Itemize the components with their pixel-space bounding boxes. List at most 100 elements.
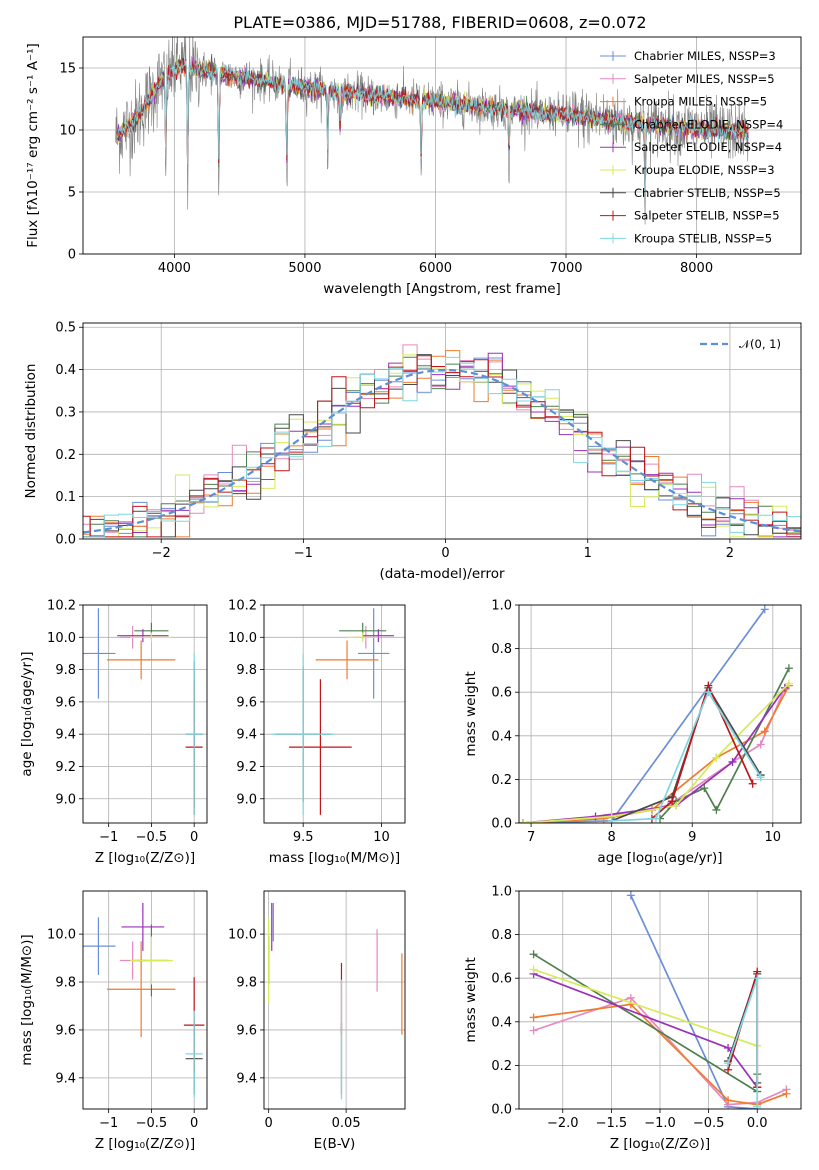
weight-marker	[607, 816, 616, 823]
y-tick-label: 1.0	[491, 599, 512, 614]
spectrum-model-line	[116, 53, 749, 184]
weight-marker	[760, 605, 769, 614]
y-tick-label: 5	[68, 186, 76, 201]
x-axis-label: wavelength [Angstrom, rest frame]	[323, 281, 561, 297]
figure-title: PLATE=0386, MJD=51788, FIBERID=0608, z=0…	[233, 13, 646, 32]
axes-frame	[263, 604, 406, 824]
legend-label: Kroupa ELODIE, NSSP=3	[634, 163, 775, 177]
panel-age-vs-z: −1 −0.5 0 9.0 9.2 9.4 9.6 9.8 10.0 10.2 Z [log₁₀(Z…	[19, 599, 208, 866]
spectrum-model-line	[116, 60, 749, 194]
y-tick-label: 0.0	[491, 1103, 512, 1118]
weight-marker	[712, 753, 721, 762]
legend-label: Chabrier STELIB, NSSP=5	[634, 186, 781, 200]
y-tick-label: 0.3	[55, 405, 76, 420]
y-tick-label: 10	[59, 124, 76, 139]
x-tick-label: 8000	[680, 261, 713, 276]
y-tick-label: 0.2	[55, 448, 76, 463]
y-tick-label: 0.2	[491, 773, 512, 788]
panel-weight-vs-z: −2.0 −1.5 −1.0 −0.5 0.0 0.0 0.2 0.4 0.6 0.8 1.0 Z […	[463, 885, 802, 1152]
weight-marker	[753, 1102, 762, 1109]
y-tick-label: 9.6	[55, 1023, 76, 1038]
weight-marker	[529, 950, 538, 959]
panel-age-vs-mass: 9.5 10 9.0 9.2 9.4 9.6 9.8 10.0 10.2 mass [log₁₀(…	[228, 599, 406, 866]
plot-area	[83, 605, 207, 823]
y-tick-label: 0	[68, 248, 76, 263]
y-tick-label: 9.2	[55, 760, 76, 775]
x-tick-label: 4000	[158, 261, 191, 276]
x-tick-label: 10	[765, 830, 782, 845]
x-tick-label: 0.0	[747, 1116, 768, 1131]
x-tick-label: 8	[608, 830, 616, 845]
x-tick-label: −2	[152, 546, 171, 561]
y-tick-label: 0.1	[55, 490, 76, 505]
weight-series-line	[522, 687, 786, 823]
weight-series-line	[522, 687, 786, 823]
x-tick-label: 1	[584, 546, 592, 561]
y-tick-label: 9.8	[55, 976, 76, 991]
residual-histogram	[83, 355, 801, 538]
x-axis-label: mass [log₁₀(M/M⊙)]	[269, 850, 400, 866]
x-axis-label: E(B-V)	[314, 1136, 356, 1152]
x-tick-label: 10	[373, 830, 390, 845]
x-axis-label: Z [log₁₀(Z/Z⊙)]	[610, 1136, 710, 1152]
weight-marker	[529, 1013, 538, 1022]
weight-marker	[760, 727, 769, 736]
y-tick-label: 0.5	[55, 321, 76, 336]
panel-weight-vs-age: 7 8 9 10 0.0 0.2 0.4 0.6 0.8 1.0 age [log₁₀(age/yr…	[463, 599, 802, 866]
y-tick-label: 9.8	[55, 663, 76, 678]
panel-mass-vs-z: −1 −0.5 0 9.4 9.6 9.8 10.0 Z [log₁₀(Z/Z⊙)] mass …	[19, 890, 208, 1152]
weight-marker	[784, 664, 793, 673]
x-tick-label: 9.5	[293, 830, 314, 845]
residual-histogram	[83, 356, 801, 538]
y-tick-label: 0.8	[491, 642, 512, 657]
weight-marker	[700, 784, 709, 793]
legend-label: Kroupa STELIB, NSSP=5	[634, 231, 772, 245]
x-tick-label: −1.0	[644, 1116, 676, 1131]
y-tick-label: 9.4	[55, 1071, 76, 1086]
residual-histogram	[83, 352, 801, 538]
x-tick-label: 0	[441, 546, 449, 561]
y-tick-label: 10.0	[47, 928, 76, 943]
plot-area	[264, 605, 405, 823]
y-tick-label: 15	[59, 62, 76, 77]
weight-marker	[519, 819, 528, 823]
x-tick-label: 2	[726, 546, 734, 561]
weight-marker	[724, 1043, 733, 1052]
y-tick-label: 0.4	[55, 363, 76, 378]
plot-area	[264, 891, 405, 1109]
y-tick-label: 0.8	[491, 928, 512, 943]
weight-series-line	[533, 953, 759, 1094]
x-tick-label: −0.5	[136, 830, 168, 845]
y-tick-label: 0.0	[55, 533, 76, 548]
weight-marker	[668, 797, 677, 806]
y-tick-label: 9.6	[236, 1023, 257, 1038]
x-tick-label: 7	[527, 830, 535, 845]
y-tick-label: 0.4	[491, 1015, 512, 1030]
weight-marker	[626, 891, 635, 900]
axes-frame	[518, 604, 802, 824]
x-tick-label: −1	[99, 1116, 118, 1131]
x-tick-label: −1	[294, 546, 313, 561]
y-tick-label: 10.2	[228, 599, 257, 614]
weight-marker	[529, 1026, 538, 1035]
weight-marker	[724, 1059, 733, 1068]
plot-area	[519, 891, 801, 1109]
weight-marker	[748, 779, 757, 788]
weight-marker	[753, 974, 762, 983]
axes-frame	[82, 604, 208, 824]
x-tick-label: −1	[99, 830, 118, 845]
x-axis-label: (data-model)/error	[379, 566, 505, 582]
panel-spectrum: 4000 5000 6000 7000 8000 0 5 10 15 wavelength [An…	[25, 36, 802, 297]
y-tick-label: 10.0	[228, 928, 257, 943]
y-tick-label: 10.2	[47, 599, 76, 614]
y-tick-label: 10.0	[228, 631, 257, 646]
y-tick-label: 1.0	[491, 885, 512, 900]
y-tick-label: 9.4	[236, 728, 257, 743]
y-tick-label: 10.0	[47, 631, 76, 646]
legend-label: 𝒩(0, 1)	[739, 337, 781, 351]
weight-series-line	[651, 683, 754, 820]
x-tick-label: 0	[190, 830, 198, 845]
x-tick-label: −0.5	[693, 1116, 725, 1131]
x-tick-label: −2.0	[547, 1116, 579, 1131]
y-tick-label: 9.4	[55, 728, 76, 743]
